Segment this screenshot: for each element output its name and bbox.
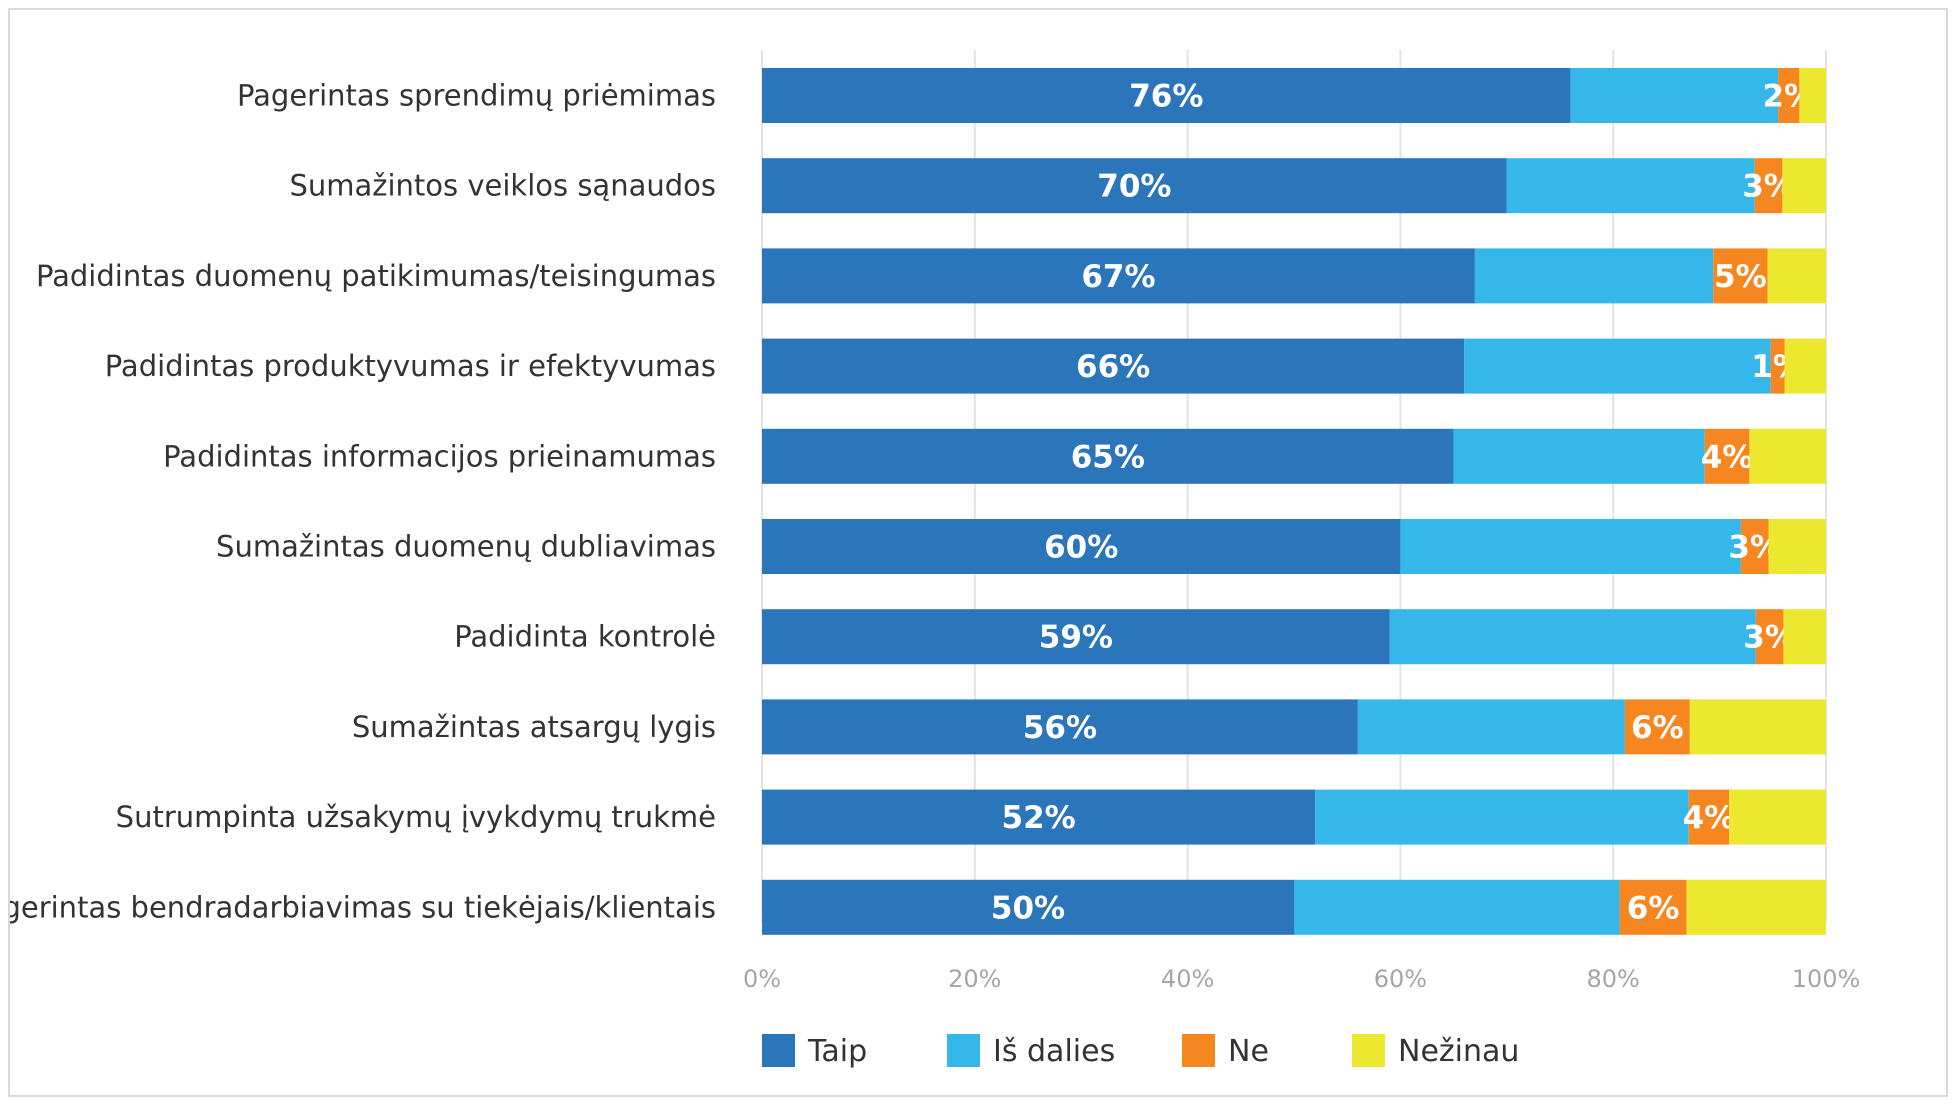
legend-label: Ne xyxy=(1228,1034,1269,1069)
category-label: Padidintas duomenų patikimumas/teisingum… xyxy=(36,259,716,293)
bar-segment xyxy=(1389,609,1756,665)
data-label: 65% xyxy=(1071,439,1145,475)
bar-segment xyxy=(1689,699,1826,755)
category-label: Pagerintas bendradarbiavimas su tiekėjai… xyxy=(10,890,716,924)
bar-segment xyxy=(1474,248,1714,304)
data-label: 66% xyxy=(1076,349,1150,385)
legend-label: Nežinau xyxy=(1398,1034,1519,1069)
bar-segment xyxy=(1686,879,1826,935)
bar-segment xyxy=(762,699,1358,755)
bar-segment xyxy=(1624,699,1690,755)
bar-segment xyxy=(1570,68,1779,123)
bar-segment xyxy=(1619,879,1687,935)
category-labels: Pagerintas sprendimų priėmimas Sumažintos… xyxy=(10,79,716,925)
category-label: Padidintas produktyvumas ir efektyvumas xyxy=(105,349,716,383)
bars: 76% 2%70% 3%67% 5%66% 1%65% 4%60% 3%59% 3%56% 6%… xyxy=(762,68,1826,935)
bar-segment xyxy=(1768,519,1826,574)
legend: Taip Iš dalies Ne Nežinau xyxy=(762,1034,1519,1069)
legend-swatch xyxy=(947,1034,980,1067)
category-label: Sumažintos veiklos sąnaudos xyxy=(289,169,716,203)
bar-segment xyxy=(762,789,1316,845)
category-label: Sumažintas duomenų dubliavimas xyxy=(216,530,716,564)
x-tick-label: 20% xyxy=(948,965,1001,993)
bar-segment xyxy=(1400,519,1741,574)
bar-segment xyxy=(1754,158,1783,214)
legend-label: Taip xyxy=(807,1034,867,1069)
data-label: 4% xyxy=(1683,800,1736,836)
bar-segment xyxy=(1783,609,1826,665)
data-label: 60% xyxy=(1044,530,1118,566)
bar-segment xyxy=(1506,158,1755,214)
x-tick-label: 100% xyxy=(1792,965,1861,993)
data-label: 6% xyxy=(1631,710,1684,746)
x-axis-ticks: 0% 20% 40% 60% 80% 100% xyxy=(743,965,1860,993)
bar-segment xyxy=(1315,789,1689,845)
chart-frame: 76% 2% 70% 3% 67% 5% 66% 1% 65% 4% 60% 3% 59% 3% 56% 6%… xyxy=(8,8,1948,1097)
stacked-bar-chart: 76% 2%70% 3%67% 5%66% 1%65% 4%60% 3%59% 3%56% 6%… xyxy=(10,50,1860,1069)
legend-swatch xyxy=(1182,1034,1215,1067)
bar-segment xyxy=(762,879,1294,935)
bar-segment xyxy=(1729,789,1826,845)
bar-segment xyxy=(1784,338,1826,394)
category-label: Padidintas informacijos prieinamumas xyxy=(163,439,716,473)
bar-segment xyxy=(762,68,1571,123)
bar-segment xyxy=(1713,248,1768,304)
bar-segment xyxy=(1357,699,1625,755)
bar-segment xyxy=(1740,519,1769,574)
bar-segment xyxy=(762,609,1390,665)
legend-swatch xyxy=(762,1034,795,1067)
bar-segment xyxy=(1755,609,1784,665)
bar-segment xyxy=(762,248,1475,304)
category-label: Padidinta kontrolė xyxy=(454,620,716,654)
legend-label: Iš dalies xyxy=(993,1034,1115,1069)
bar-segment xyxy=(1688,789,1730,845)
data-label: 50% xyxy=(991,890,1065,926)
bar-segment xyxy=(1453,428,1705,484)
category-label: Sutrumpinta užsakymų įvykdymų trukmė xyxy=(116,800,716,834)
bar-segment xyxy=(1782,158,1826,214)
x-tick-label: 80% xyxy=(1587,965,1640,993)
bar-segment xyxy=(1770,338,1785,394)
bar-segment xyxy=(762,338,1465,394)
x-tick-label: 0% xyxy=(743,965,781,993)
bar-segment xyxy=(1778,68,1800,123)
x-tick-label: 40% xyxy=(1161,965,1214,993)
legend-swatch xyxy=(1352,1034,1385,1067)
data-label: 52% xyxy=(1002,800,1076,836)
data-label: 56% xyxy=(1023,710,1097,746)
bar-segment xyxy=(762,519,1401,574)
data-label: 5% xyxy=(1714,259,1767,295)
x-tick-label: 60% xyxy=(1374,965,1427,993)
bar-segment xyxy=(1294,879,1620,935)
bar-segment xyxy=(1799,68,1826,123)
data-label: 4% xyxy=(1701,439,1754,475)
data-label: 67% xyxy=(1081,259,1155,295)
category-label: Sumažintas atsargų lygis xyxy=(352,710,716,744)
bar-segment xyxy=(1767,248,1826,304)
category-label: Pagerintas sprendimų priėmimas xyxy=(237,79,716,113)
bar-segment xyxy=(762,428,1454,484)
data-label: 6% xyxy=(1627,890,1680,926)
data-label: 70% xyxy=(1097,169,1171,205)
bar-segment xyxy=(1749,428,1826,484)
bar-segment xyxy=(1464,338,1771,394)
data-label: 76% xyxy=(1129,79,1203,115)
data-label: 59% xyxy=(1039,620,1113,656)
bar-segment xyxy=(1704,428,1750,484)
bar-segment xyxy=(762,158,1507,214)
